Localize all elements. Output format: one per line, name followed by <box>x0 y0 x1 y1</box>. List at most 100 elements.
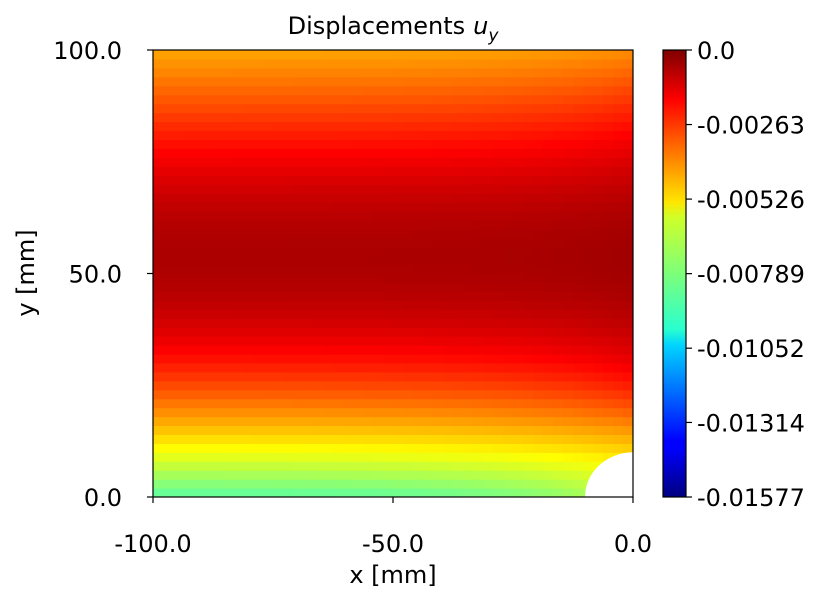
heatmap-cell <box>593 219 604 230</box>
heatmap-cell <box>323 461 334 471</box>
heatmap-cell <box>183 264 194 275</box>
heatmap-cell <box>593 461 604 471</box>
heatmap-cell <box>213 219 224 230</box>
heatmap-cell <box>353 85 364 96</box>
heatmap-cell <box>193 371 204 382</box>
heatmap-cell <box>613 139 624 149</box>
heatmap-cell <box>173 398 184 409</box>
heatmap-cell <box>303 389 314 400</box>
heatmap-cell <box>293 112 304 123</box>
heatmap-cell <box>383 488 394 497</box>
heatmap-cell <box>153 50 164 60</box>
heatmap-cell <box>193 193 204 203</box>
heatmap-cell <box>543 345 554 355</box>
heatmap-cell <box>393 121 404 132</box>
heatmap-cell <box>293 452 304 462</box>
heatmap-cell <box>393 380 404 391</box>
heatmap-cell <box>373 121 384 132</box>
heatmap-cell <box>163 291 174 301</box>
heatmap-cell <box>423 50 434 60</box>
heatmap-cell <box>533 121 544 132</box>
heatmap-cell <box>583 255 594 266</box>
heatmap-cell <box>493 58 504 69</box>
heatmap-cell <box>503 353 514 364</box>
heatmap-cell <box>203 246 214 257</box>
heatmap-cell <box>263 345 274 355</box>
heatmap-cell <box>473 327 484 337</box>
heatmap-cell <box>513 148 524 158</box>
heatmap-cell <box>363 318 374 328</box>
heatmap-cell <box>363 255 374 266</box>
heatmap-cell <box>313 85 324 96</box>
heatmap-cell <box>263 228 274 239</box>
heatmap-cell <box>233 67 244 78</box>
heatmap-cell <box>493 425 504 436</box>
heatmap-cell <box>323 479 334 489</box>
heatmap-cell <box>603 371 614 382</box>
heatmap-cell <box>293 130 304 140</box>
heatmap-cell <box>433 157 444 167</box>
heatmap-cell <box>523 157 534 167</box>
heatmap-cell <box>553 327 564 337</box>
heatmap-cell <box>263 58 274 69</box>
heatmap-cell <box>333 479 344 489</box>
heatmap-cell <box>313 50 324 60</box>
heatmap-cell <box>243 362 254 373</box>
heatmap-cell <box>303 300 314 310</box>
heatmap-cell <box>213 434 224 444</box>
heatmap-cell <box>333 139 344 149</box>
heatmap-cell <box>153 327 164 337</box>
heatmap-cell <box>413 139 424 149</box>
heatmap-cell <box>353 157 364 167</box>
heatmap-cell <box>243 210 254 221</box>
heatmap-cell <box>503 336 514 346</box>
heatmap-cell <box>593 210 604 221</box>
heatmap-cell <box>323 201 334 212</box>
heatmap-cell <box>343 282 354 292</box>
heatmap-cell <box>163 246 174 257</box>
heatmap-cell <box>373 58 384 69</box>
heatmap-cell <box>383 219 394 230</box>
heatmap-cell <box>543 58 554 69</box>
heatmap-cell <box>553 425 564 436</box>
heatmap-cell <box>153 362 164 373</box>
heatmap-cell <box>583 300 594 310</box>
heatmap-cell <box>323 416 334 427</box>
heatmap-cell <box>563 371 574 382</box>
heatmap-cell <box>213 201 224 212</box>
heatmap-cell <box>533 210 544 221</box>
heatmap-cell <box>223 121 234 132</box>
heatmap-cell <box>553 255 564 266</box>
heatmap-cell <box>433 246 444 257</box>
heatmap-cell <box>613 210 624 221</box>
heatmap-cell <box>233 264 244 275</box>
heatmap-cell <box>443 264 454 275</box>
heatmap-cell <box>413 452 424 462</box>
heatmap-cell <box>433 76 444 87</box>
heatmap-cell <box>233 193 244 203</box>
heatmap-cell <box>473 291 484 301</box>
heatmap-cell <box>373 327 384 337</box>
heatmap-cell <box>513 452 524 462</box>
heatmap-cell <box>273 318 284 328</box>
heatmap-cell <box>573 389 584 400</box>
heatmap-cell <box>393 318 404 328</box>
heatmap-cell <box>533 488 544 497</box>
heatmap-cell <box>283 112 294 123</box>
heatmap-cell <box>473 318 484 328</box>
heatmap-cell <box>403 157 414 167</box>
heatmap-cell <box>213 336 224 346</box>
heatmap-cell <box>453 273 464 284</box>
heatmap-cell <box>383 434 394 444</box>
heatmap-cell <box>203 228 214 239</box>
heatmap-cell <box>623 389 633 400</box>
heatmap-cell <box>233 148 244 158</box>
heatmap-cell <box>203 67 214 78</box>
heatmap-cell <box>553 148 564 158</box>
heatmap-cell <box>393 282 404 292</box>
heatmap-cell <box>583 94 594 105</box>
heatmap-cell <box>443 362 454 373</box>
heatmap-cell <box>623 193 633 203</box>
heatmap-cell <box>243 228 254 239</box>
heatmap-cell <box>413 425 424 436</box>
